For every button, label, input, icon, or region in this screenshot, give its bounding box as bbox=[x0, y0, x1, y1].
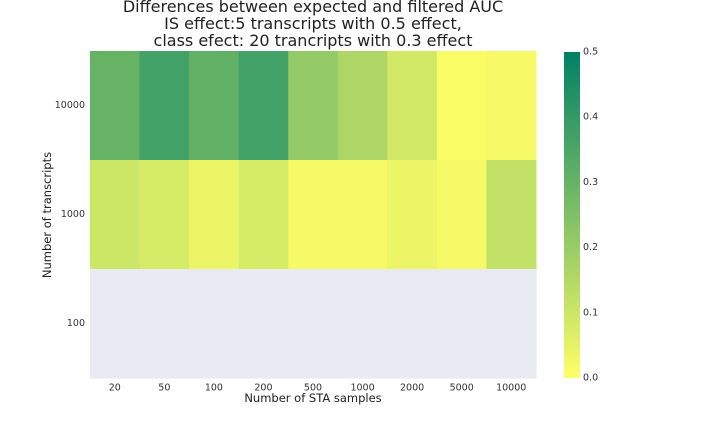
heatmap-cell bbox=[486, 269, 537, 379]
x-tick-label: 2000 bbox=[400, 383, 424, 394]
y-tick-label: 10000 bbox=[55, 100, 85, 111]
heatmap-cells bbox=[90, 51, 537, 379]
heatmap-cell bbox=[337, 160, 388, 270]
y-axis-label: Number of transcripts bbox=[40, 152, 54, 278]
heatmap-cell bbox=[288, 51, 339, 161]
x-tick-label: 200 bbox=[254, 383, 272, 394]
colorbar: 0.0 0.1 0.2 0.3 0.4 0.5 bbox=[564, 47, 598, 384]
heatmap-cell bbox=[139, 269, 190, 379]
x-tick-label: 1000 bbox=[350, 383, 374, 394]
heatmap-cell bbox=[238, 51, 289, 161]
y-tick-label: 100 bbox=[67, 318, 85, 329]
heatmap-cell bbox=[288, 269, 339, 379]
heatmap-cell bbox=[90, 269, 141, 379]
x-tick-label: 100 bbox=[205, 383, 223, 394]
heatmap-cell bbox=[189, 51, 240, 161]
x-tick-labels: 20 50 100 200 500 1000 2000 5000 10000 bbox=[109, 383, 527, 394]
colorbar-tick-labels: 0.0 0.1 0.2 0.3 0.4 0.5 bbox=[583, 47, 598, 384]
x-tick-label: 50 bbox=[158, 383, 170, 394]
colorbar-tick-label: 0.3 bbox=[583, 177, 598, 188]
heatmap-cell bbox=[189, 269, 240, 379]
heatmap-cell bbox=[436, 269, 487, 379]
heatmap-cell bbox=[387, 269, 438, 379]
heatmap-cell bbox=[486, 160, 537, 270]
heatmap-cell bbox=[90, 160, 141, 270]
y-tick-labels: 10000 1000 100 bbox=[55, 100, 85, 329]
heatmap-cell bbox=[436, 160, 487, 270]
heatmap-cell bbox=[189, 160, 240, 270]
heatmap-cell bbox=[337, 51, 388, 161]
x-axis-label: Number of STA samples bbox=[244, 391, 381, 405]
colorbar-tick-label: 0.1 bbox=[583, 307, 598, 318]
colorbar-tick-label: 0.0 bbox=[583, 373, 598, 384]
title-line-3: class efect: 20 trancripts with 0.3 effe… bbox=[154, 31, 473, 50]
heatmap-cell bbox=[486, 51, 537, 161]
chart-title: Differences between expected and filtere… bbox=[123, 0, 503, 50]
heatmap-cell bbox=[387, 160, 438, 270]
x-tick-label: 10000 bbox=[496, 383, 526, 394]
title-line-2: IS effect:5 transcripts with 0.5 effect, bbox=[164, 14, 462, 33]
x-tick-label: 500 bbox=[304, 383, 322, 394]
heatmap-cell bbox=[238, 160, 289, 270]
heatmap-cell bbox=[436, 51, 487, 161]
colorbar-tick-label: 0.2 bbox=[583, 242, 598, 253]
title-line-1: Differences between expected and filtere… bbox=[123, 0, 503, 16]
heatmap-cell bbox=[238, 269, 289, 379]
heatmap-cell bbox=[387, 51, 438, 161]
heatmap-cell bbox=[288, 160, 339, 270]
x-tick-label: 20 bbox=[109, 383, 121, 394]
heatmap-cell bbox=[139, 51, 190, 161]
heatmap-cell bbox=[337, 269, 388, 379]
colorbar-gradient bbox=[564, 52, 580, 378]
colorbar-tick-label: 0.4 bbox=[583, 112, 598, 123]
y-tick-label: 1000 bbox=[61, 209, 85, 220]
colorbar-tick-label: 0.5 bbox=[583, 47, 598, 58]
heatmap-cell bbox=[139, 160, 190, 270]
heatmap-cell bbox=[90, 51, 141, 161]
x-tick-label: 5000 bbox=[450, 383, 474, 394]
